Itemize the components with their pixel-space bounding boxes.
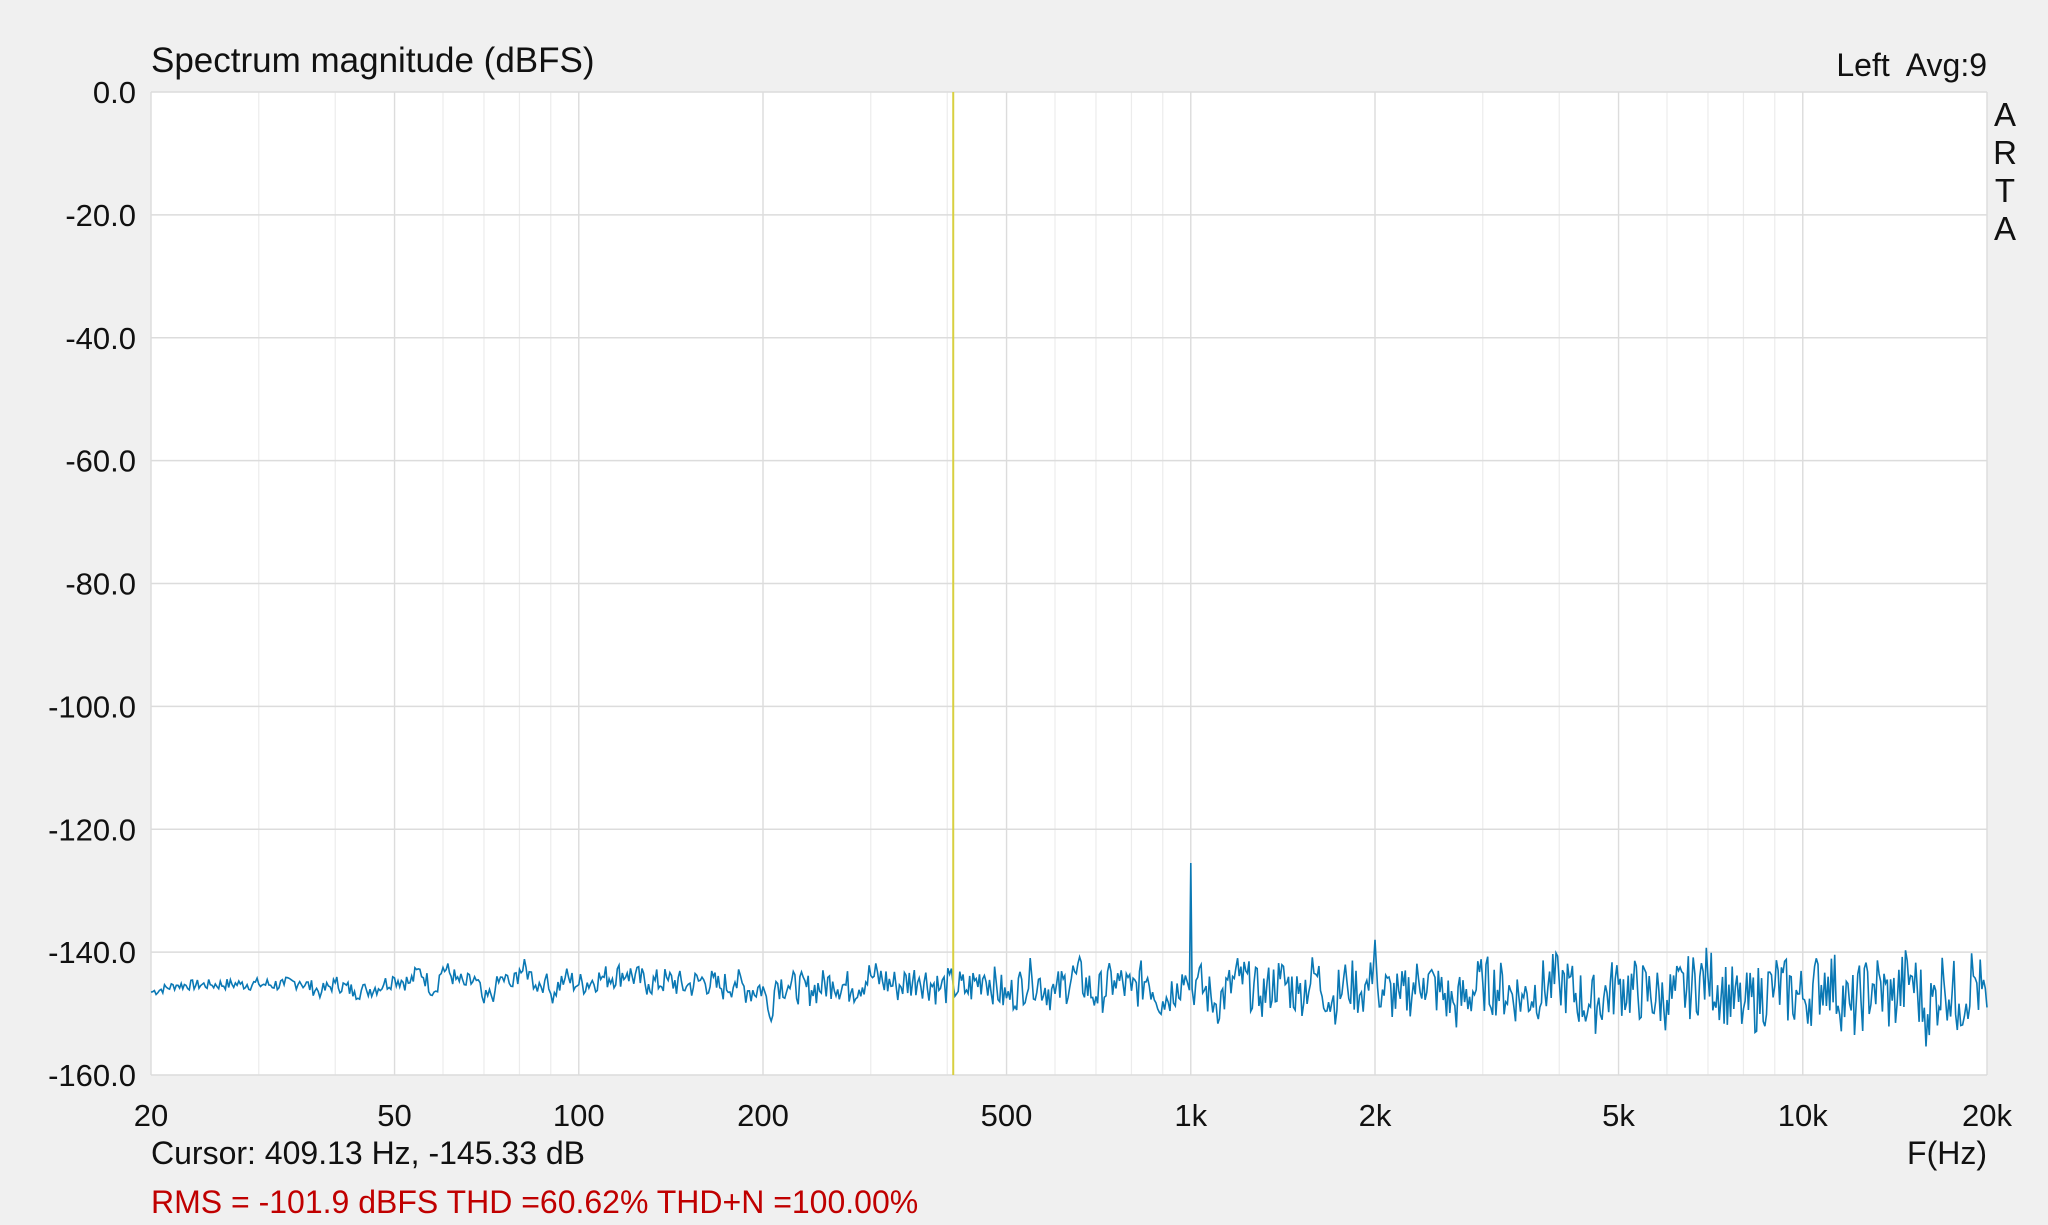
spectrum-series-line [150,862,1988,1047]
watermark-letter: A [1994,210,2016,247]
x-tick-label: 20 [134,1098,168,1133]
watermark-letter: A [1994,96,2016,133]
series-layer [150,862,1988,1047]
grid-lines [150,91,1988,1076]
cursor-readout: Cursor: 409.13 Hz, -145.33 dB [151,1135,585,1171]
y-tick-label: -120.0 [48,812,136,847]
x-tick-label: 5k [1602,1098,1635,1133]
watermark-letter: T [1995,172,2015,209]
x-tick-label: 1k [1174,1098,1207,1133]
x-tick-label: 2k [1359,1098,1392,1133]
x-tick-label: 200 [737,1098,789,1133]
y-tick-label: -80.0 [65,567,136,602]
channel-avg-label: Left Avg:9 [1836,47,1987,83]
tick-labels: 0.0 -20.0 -40.0 -60.0 -80.0 -100.0 -120.0 -140.… [48,75,2012,1133]
y-tick-label: -60.0 [65,444,136,479]
x-tick-label: 100 [553,1098,605,1133]
rms-thd-status: RMS = -101.9 dBFS THD =60.62% THD+N =100… [151,1184,918,1220]
y-tick-label: 0.0 [93,75,136,110]
y-tick-label: -20.0 [65,198,136,233]
x-tick-label: 10k [1778,1098,1828,1133]
chart-title: Spectrum magnitude (dBFS) [151,41,595,80]
y-tick-label: -140.0 [48,935,136,970]
x-tick-label: 50 [377,1098,411,1133]
x-tick-label: 20k [1962,1098,2012,1133]
x-axis-label: F(Hz) [1907,1135,1987,1171]
watermark-letter: R [1993,134,2017,171]
y-tick-label: -100.0 [48,689,136,724]
y-tick-label: -160.0 [48,1058,136,1093]
y-tick-label: -40.0 [65,321,136,356]
x-tick-label: 500 [981,1098,1033,1133]
